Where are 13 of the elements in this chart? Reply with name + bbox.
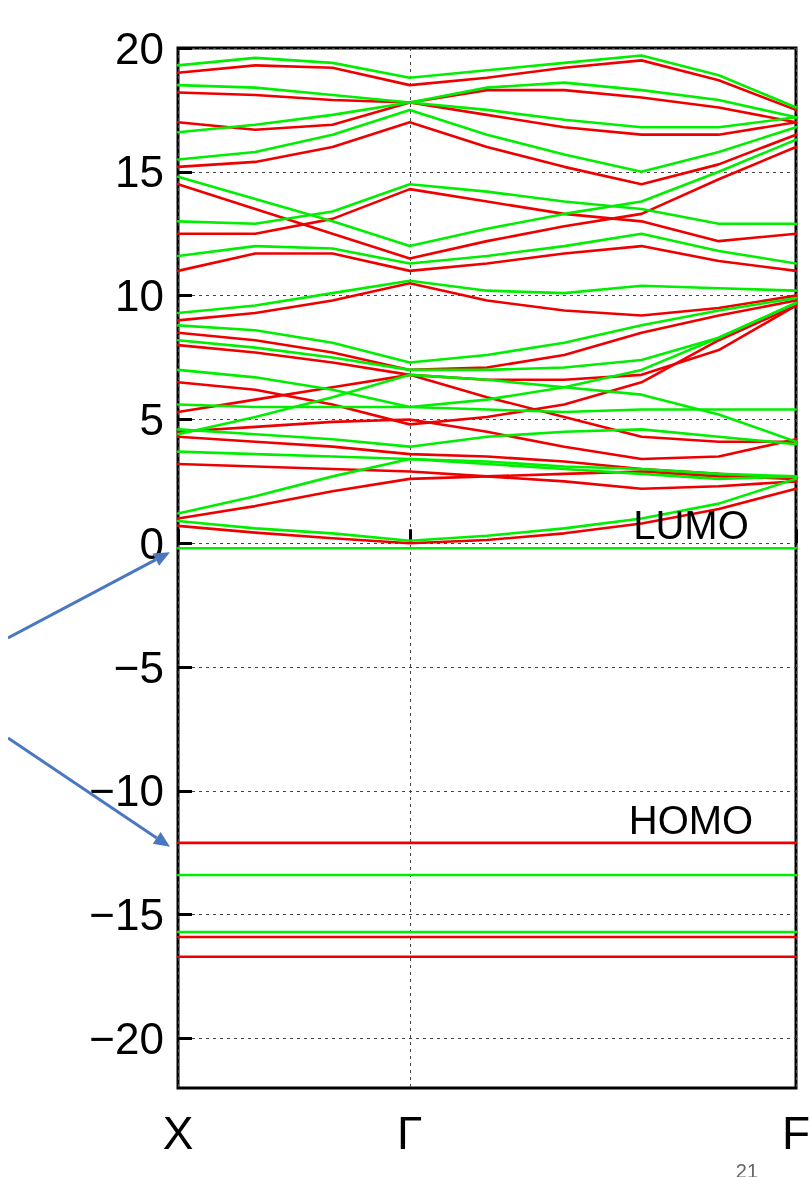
y-tick-label: 10 (115, 271, 164, 321)
x-tick-label: X (162, 1107, 194, 1159)
y-tick-label: −15 (89, 890, 164, 940)
y-tick-label: 5 (139, 394, 164, 444)
x-tick-label: F (781, 1107, 810, 1159)
y-tick-label: −20 (89, 1013, 164, 1063)
x-tick-label: Γ (397, 1107, 423, 1159)
y-tick-label: 20 (115, 23, 164, 73)
y-tick-label: −5 (113, 642, 164, 692)
y-tick-label: 15 (115, 147, 164, 197)
y-tick-label: −10 (89, 766, 164, 816)
annotation: LUMO (633, 503, 749, 548)
annotation: HOMO (628, 797, 754, 842)
